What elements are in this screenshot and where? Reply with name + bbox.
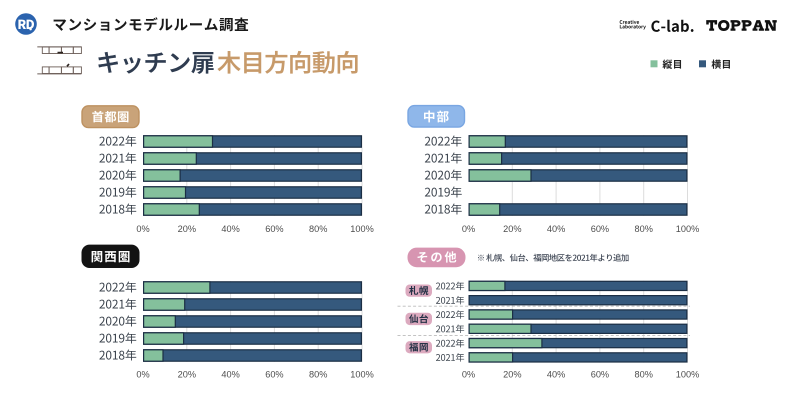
svg-text:40%: 40% [547, 224, 565, 234]
svg-text:20%: 20% [178, 224, 196, 234]
svg-text:20%: 20% [503, 370, 521, 380]
svg-text:100%: 100% [676, 370, 700, 380]
svg-text:0%: 0% [136, 224, 149, 234]
svg-text:100%: 100% [350, 224, 374, 234]
svg-text:60%: 60% [265, 224, 283, 234]
svg-text:0%: 0% [462, 370, 475, 380]
svg-text:80%: 80% [635, 224, 653, 234]
svg-text:60%: 60% [265, 370, 283, 380]
svg-text:40%: 40% [221, 224, 239, 234]
svg-text:20%: 20% [178, 370, 196, 380]
svg-text:80%: 80% [635, 370, 653, 380]
svg-text:100%: 100% [350, 370, 374, 380]
svg-text:100%: 100% [676, 224, 700, 234]
svg-text:20%: 20% [503, 224, 521, 234]
svg-text:0%: 0% [462, 224, 475, 234]
svg-text:80%: 80% [309, 224, 327, 234]
svg-text:40%: 40% [547, 370, 565, 380]
svg-text:80%: 80% [309, 370, 327, 380]
svg-text:60%: 60% [591, 370, 609, 380]
svg-text:40%: 40% [221, 370, 239, 380]
svg-text:60%: 60% [591, 224, 609, 234]
svg-text:0%: 0% [136, 370, 149, 380]
